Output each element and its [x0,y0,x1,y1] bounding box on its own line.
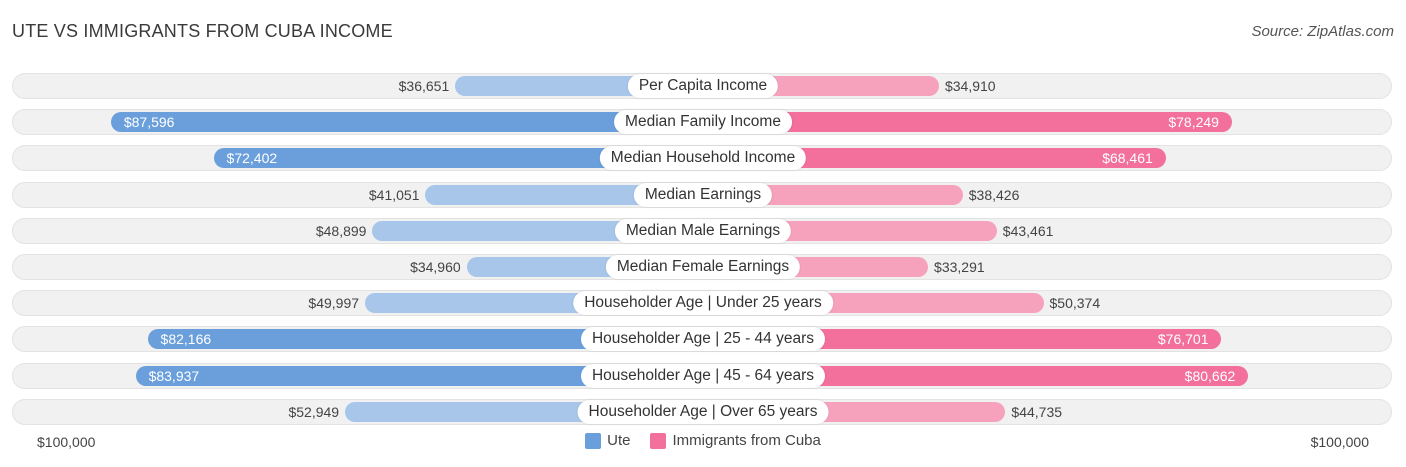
bar-cuba[interactable] [703,366,1249,386]
value-label-ute: $41,051 [368,187,420,203]
bar-cuba[interactable] [703,329,1222,349]
bar-ute[interactable] [110,112,703,132]
bar-ute[interactable] [425,185,703,205]
legend-label-cuba: Immigrants from Cuba [672,432,821,449]
value-label-cuba: $76,701 [1157,331,1209,347]
value-label-ute: $82,166 [160,331,212,347]
value-label-ute: $49,997 [308,295,360,311]
category-label: Per Capita Income [627,74,779,98]
bar-cuba[interactable] [703,148,1166,168]
bar-ute[interactable] [135,366,703,386]
category-label: Householder Age | 25 - 44 years [580,327,826,351]
value-label-cuba: $43,461 [1002,223,1054,239]
source-note: Source: ZipAtlas.com [1251,23,1394,40]
value-label-ute: $83,937 [148,368,200,384]
chart-title: UTE VS IMMIGRANTS FROM CUBA INCOME [12,21,393,41]
value-label-cuba: $38,426 [968,187,1020,203]
value-label-cuba: $68,461 [1102,150,1153,166]
value-label-ute: $34,960 [410,259,461,275]
legend-item-ute[interactable]: Ute [585,432,630,449]
legend: Ute Immigrants from Cuba [0,432,1406,449]
category-label: Householder Age | Under 25 years [573,291,833,315]
category-label: Median Female Earnings [605,255,801,279]
value-label-cuba: $80,662 [1184,368,1236,384]
value-label-ute: $36,651 [398,78,450,94]
category-label: Householder Age | 45 - 64 years [580,364,826,388]
category-label: Median Family Income [614,110,792,134]
legend-label-ute: Ute [607,432,631,449]
axis-left-label: $100,000 [37,434,96,450]
category-label: Householder Age | Over 65 years [577,400,829,424]
category-label: Median Household Income [599,146,807,170]
axis-right-label: $100,000 [1310,434,1369,450]
value-label-ute: $87,596 [123,114,175,130]
legend-swatch-ute [585,432,602,449]
value-label-ute: $52,949 [288,404,340,420]
legend-item-cuba[interactable]: Immigrants from Cuba [650,432,821,449]
value-label-cuba: $34,910 [944,78,996,94]
bar-ute[interactable] [147,329,703,349]
category-label: Median Earnings [633,183,773,207]
value-label-cuba: $44,735 [1011,404,1063,420]
bar-ute[interactable] [213,148,703,168]
value-label-cuba: $33,291 [934,259,985,275]
value-label-ute: $48,899 [315,223,367,239]
value-label-ute: $72,402 [226,150,278,166]
value-label-cuba: $78,249 [1168,114,1219,130]
legend-swatch-cuba [650,432,667,449]
value-label-cuba: $50,374 [1049,295,1101,311]
bar-cuba[interactable] [703,112,1232,132]
category-label: Median Male Earnings [614,219,792,243]
